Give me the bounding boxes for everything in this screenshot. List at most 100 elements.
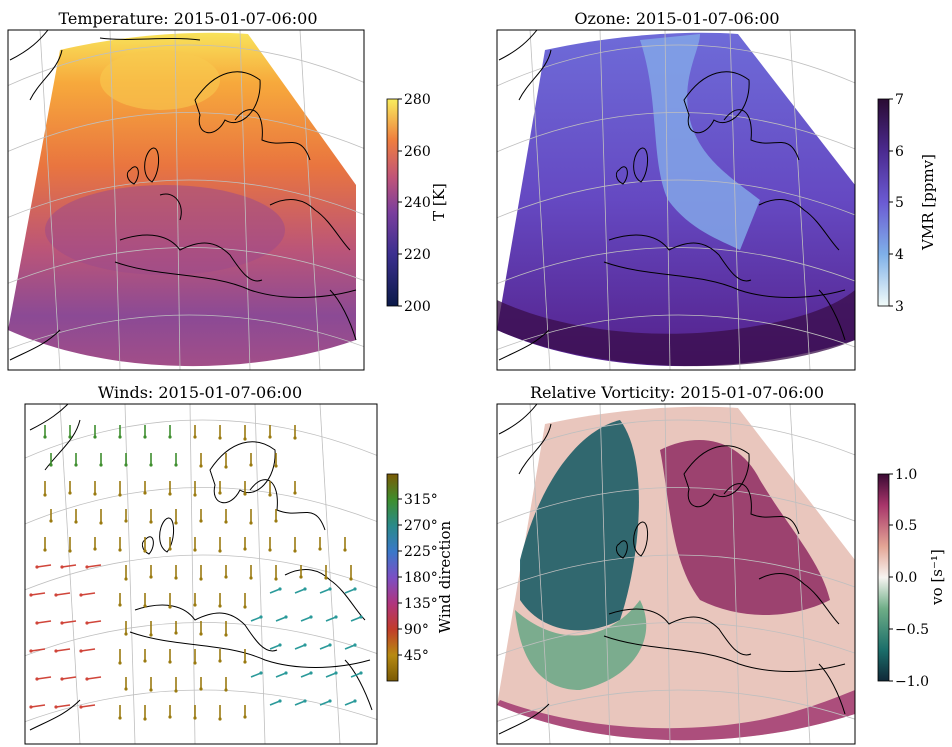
wind-arrow-head: [68, 435, 72, 439]
winds-tick-135: 135°: [404, 596, 438, 612]
temperature-title: Temperature: 2015-01-07-06:00: [58, 9, 317, 28]
wind-arrow-head: [99, 463, 103, 467]
wind-arrow: [300, 672, 312, 678]
wind-arrow: [250, 616, 262, 622]
wind-arrow-head: [218, 549, 222, 553]
vorticity-coastlines: [498, 404, 846, 735]
wind-arrow-head: [343, 548, 347, 552]
winds-tick-270: 270°: [404, 518, 438, 534]
wind-arrow: [80, 704, 96, 708]
wind-arrow: [350, 616, 362, 622]
wind-arrow-head: [118, 661, 122, 665]
wind-arrow-head: [118, 548, 122, 552]
temperature-tick-280: 280: [404, 92, 431, 108]
wind-arrow-head: [243, 715, 247, 719]
wind-arrow: [86, 564, 102, 568]
wind-arrow-head: [268, 435, 272, 439]
wind-arrow-head: [218, 491, 222, 495]
wind-arrow-head: [85, 677, 89, 681]
ozone-colorbar: 3 4 5 6 7 VMR [ppmv]: [877, 92, 937, 315]
wind-arrow: [294, 700, 306, 706]
vorticity-negative-region: [520, 420, 639, 631]
ozone-tick-4: 4: [895, 247, 904, 263]
wind-arrow: [36, 620, 52, 624]
wind-arrow-head: [303, 699, 307, 703]
panel-vorticity: Relative Vorticity: 2015-01-07-06:00: [496, 383, 946, 745]
wind-arrow-head: [143, 435, 147, 439]
wind-arrow: [344, 700, 356, 706]
wind-arrow-head: [74, 520, 78, 524]
winds-axes-frame: [24, 403, 378, 745]
wind-arrow-head: [68, 491, 72, 495]
wind-arrow-head: [174, 631, 178, 635]
winds-tick-180: 180°: [404, 570, 438, 586]
wind-arrow: [294, 588, 306, 594]
wind-arrow-head: [85, 621, 89, 625]
temperature-coastlines: [9, 30, 357, 361]
temperature-tick-240: 240: [404, 195, 431, 211]
wind-arrow: [325, 672, 337, 678]
ozone-title: Ozone: 2015-01-07-06:00: [574, 9, 779, 28]
wind-arrow-head: [168, 715, 172, 719]
wind-arrow-head: [284, 615, 288, 619]
vorticity-tick-neg05: −0.5: [895, 622, 929, 638]
wind-arrow-head: [29, 649, 33, 653]
vorticity-tick-05: 0.5: [895, 518, 917, 534]
wind-arrow-head: [79, 705, 83, 709]
wind-arrow-head: [193, 661, 197, 665]
wind-arrow-head: [243, 437, 247, 441]
wind-arrow-head: [79, 593, 83, 597]
wind-arrow-head: [199, 577, 203, 581]
wind-arrow: [80, 592, 96, 596]
temperature-gridlines: [8, 30, 364, 370]
wind-arrow: [319, 588, 331, 594]
wind-arrow-head: [259, 671, 263, 675]
ozone-colorbar-label: VMR [ppmv]: [919, 154, 937, 251]
wind-arrow: [86, 676, 102, 680]
wind-arrow-head: [218, 436, 222, 440]
wind-arrow-head: [278, 643, 282, 647]
wind-arrow: [61, 676, 77, 680]
ozone-coastlines: [498, 30, 846, 361]
winds-colorbar-label: Wind direction: [436, 520, 454, 633]
temperature-tick-220: 220: [404, 247, 431, 263]
wind-arrow-head: [143, 491, 147, 495]
wind-arrow: [86, 620, 102, 624]
wind-arrow-head: [193, 603, 197, 607]
wind-arrow-head: [243, 660, 247, 664]
wind-arrow-head: [60, 565, 64, 569]
wind-arrow-head: [218, 717, 222, 721]
ozone-tick-7: 7: [895, 92, 904, 108]
winds-tick-315: 315°: [404, 492, 438, 508]
wind-arrow-head: [334, 671, 338, 675]
wind-arrow-head: [118, 716, 122, 720]
wind-arrow-head: [359, 615, 363, 619]
wind-arrow-head: [303, 587, 307, 591]
wind-arrow-head: [143, 604, 147, 608]
temperature-colorbar-bar: [386, 98, 399, 307]
wind-arrow-head: [124, 519, 128, 523]
wind-arrow: [319, 644, 331, 650]
panel-winds: Winds: 2015-01-07-06:00: [24, 383, 454, 745]
wind-arrow-head: [99, 521, 103, 525]
wind-arrow-head: [60, 677, 64, 681]
wind-arrow-head: [218, 604, 222, 608]
wind-arrow-head: [168, 492, 172, 496]
wind-arrow-head: [124, 687, 128, 691]
wind-arrow-head: [118, 435, 122, 439]
wind-arrow-head: [35, 621, 39, 625]
wind-arrow-head: [259, 615, 263, 619]
ozone-axes-frame: [496, 29, 856, 371]
vorticity-weak-negative-region: [515, 600, 647, 690]
wind-arrow-head: [60, 621, 64, 625]
wind-arrow-head: [124, 632, 128, 636]
wind-arrow-head: [29, 593, 33, 597]
wind-arrow-head: [193, 548, 197, 552]
wind-arrow-head: [29, 705, 33, 709]
wind-arrow-head: [328, 643, 332, 647]
wind-arrow-head: [309, 615, 313, 619]
wind-arrow: [344, 644, 356, 650]
temperature-axes-frame: [7, 29, 365, 371]
wind-arrow: [80, 648, 96, 652]
wind-arrow-head: [353, 699, 357, 703]
